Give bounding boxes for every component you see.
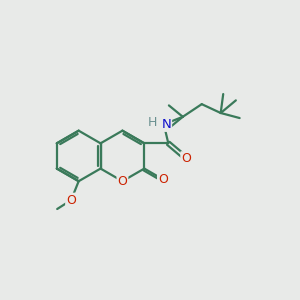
Text: O: O [66, 194, 76, 207]
Text: O: O [118, 175, 128, 188]
Text: N: N [161, 118, 171, 131]
Text: H: H [148, 116, 157, 129]
Text: O: O [181, 152, 191, 165]
Text: O: O [158, 173, 168, 186]
